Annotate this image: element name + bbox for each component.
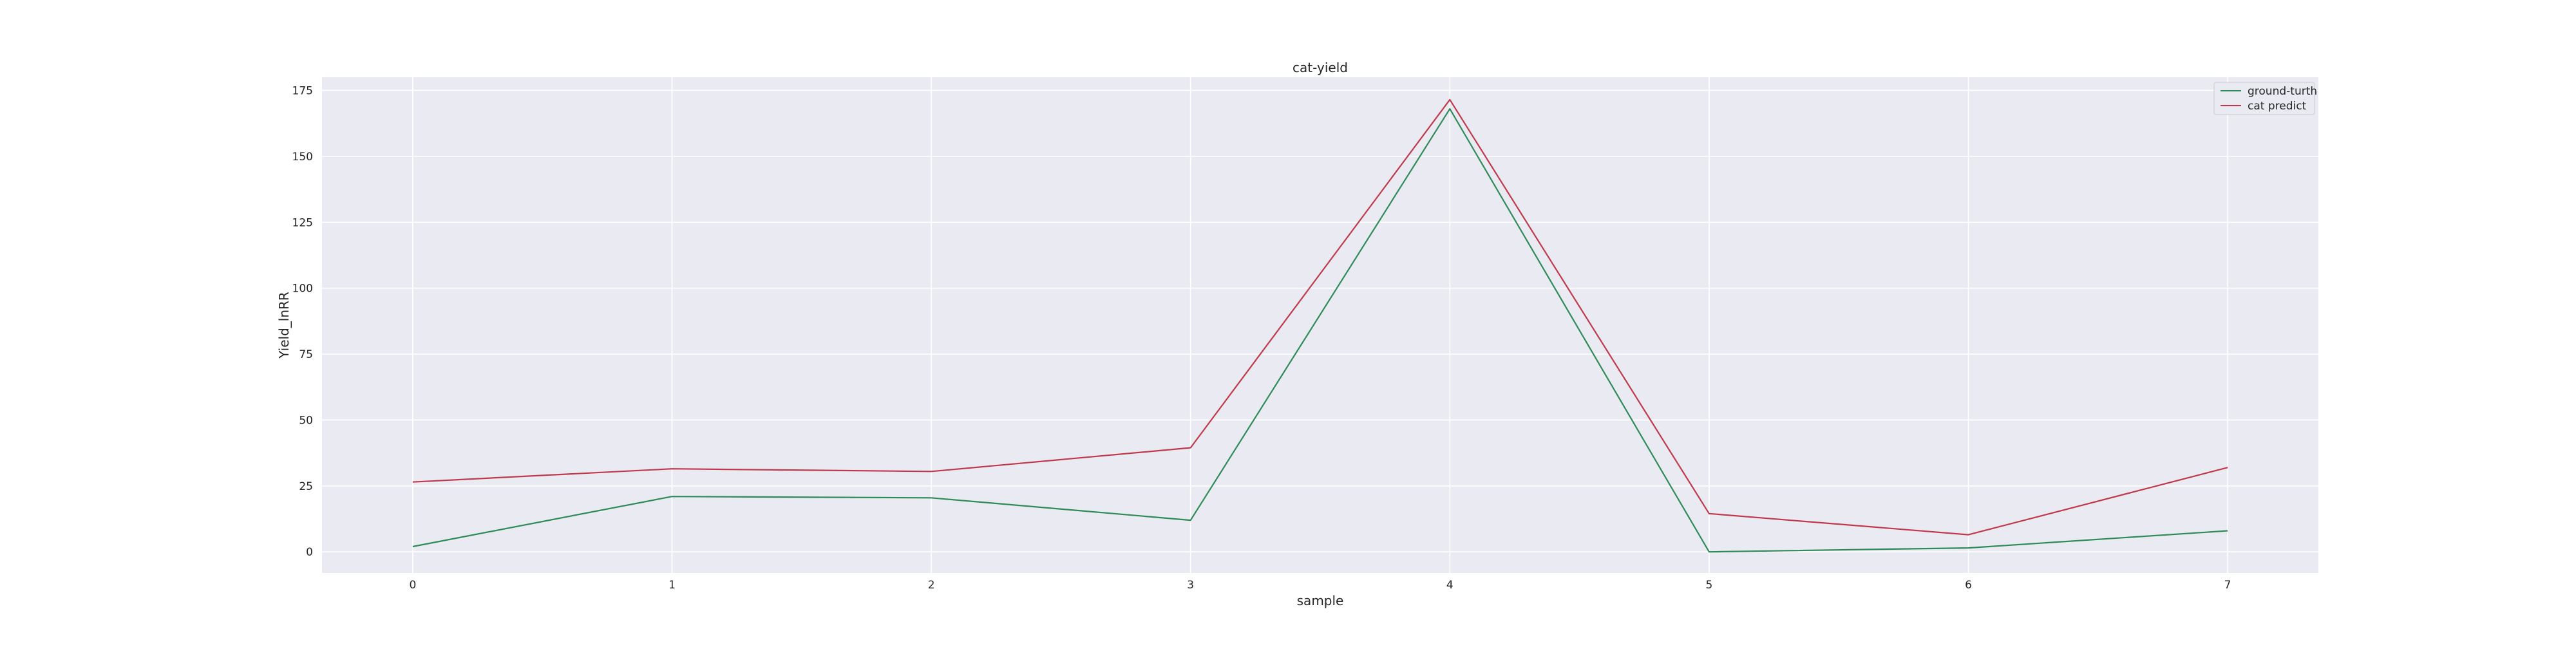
legend: ground-turth cat predict [2213,82,2317,115]
grid-lines [322,77,2318,573]
x-tick-label: 2 [928,579,935,592]
x-tick-label: 3 [1187,579,1194,592]
x-axis-label: sample [1297,593,1344,608]
x-tick-label: 7 [2224,579,2231,592]
y-tick-label: 175 [292,84,313,97]
series-lines [412,98,2228,553]
chart-title: cat-yield [1293,60,1348,75]
y-tick-label: 25 [299,480,313,493]
series-line-cat-predict [412,98,2228,536]
plot-background [322,77,2318,573]
tick-labels: 0 1 2 3 4 5 6 7 0 25 50 75 100 125 150 175 [292,84,2231,592]
series-line-ground-turth [412,108,2228,553]
y-tick-label: 0 [306,546,313,559]
x-tick-label: 4 [1446,579,1454,592]
y-tick-label: 150 [292,151,313,164]
legend-label-ground-turth: ground-turth [2248,85,2317,98]
y-tick-label: 125 [292,216,313,229]
y-tick-label: 50 [299,414,313,427]
legend-label-cat-predict: cat predict [2248,100,2307,113]
y-axis-label: Yield_lnRR [276,292,292,359]
y-tick-label: 75 [299,348,313,361]
x-tick-label: 6 [1965,579,1972,592]
x-tick-label: 5 [1705,579,1712,592]
x-tick-label: 1 [668,579,676,592]
x-tick-label: 0 [409,579,416,592]
y-tick-label: 100 [292,283,313,295]
